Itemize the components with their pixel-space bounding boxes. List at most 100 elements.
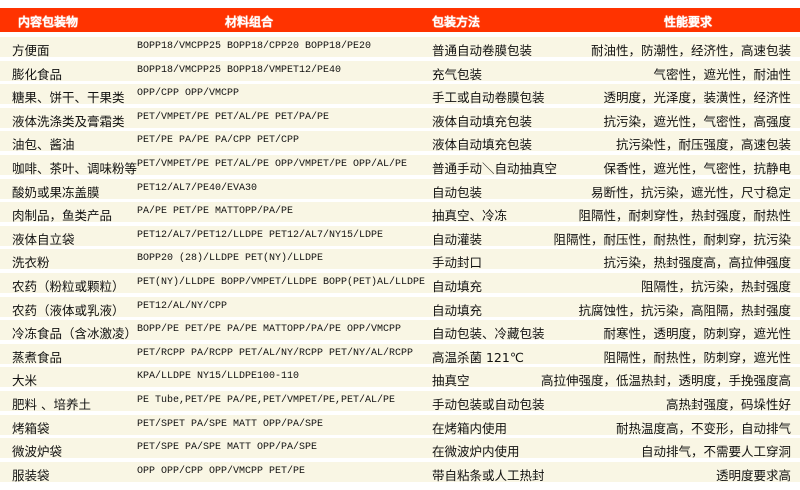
cell-performance: 透明度，光泽度，装潢性，经济性 [603,90,791,106]
cell-method: 普通手动＼自动抽真空 [432,160,558,176]
table-row: 肥料 、培养土 PE Tube,PET/PE PA/PE,PET/VMPET/PE… [0,390,800,412]
cell-product: 大米 [12,373,38,389]
cell-material: PET(NY)/LLDPE BOPP/VMPET/LLDPE BOPP(PET)… [137,276,426,288]
cell-product: 方便面 [12,43,50,58]
cell-method: 抽真空、冷冻 [432,208,508,224]
cell-product: 液体自立袋 [12,231,75,247]
cell-product: 洗衣粉 [12,255,50,271]
cell-performance: 阻隔性，耐刺穿性，热封强度，耐热性 [578,208,791,224]
cell-material: PET/RCPP PA/RCPP PET/AL/NY/RCPP PET/NY/A… [137,347,414,359]
cell-performance: 高热封强度，码垛性好 [665,396,791,412]
cell-product: 肥料 、培养土 [12,396,91,412]
table-row: 洗衣粉 BOPP20 (28)/LLDPE PET(NY)/LLDPE 手动封口 抗污… [0,249,800,271]
table-row: 膨化食品 BOPP18/VMCPP25 BOPP18/VMPET12/PE40 充气… [0,60,800,82]
cell-method: 自动包装 [432,184,483,200]
cell-product: 液体洗涤类及膏霜类 [12,113,125,129]
cell-method: 自动填充 [432,278,483,294]
cell-material: OPP/CPP OPP/VMCPP [137,88,240,100]
table-row: 蒸煮食品 PET/RCPP PA/RCPP PET/AL/NY/RCPP PET/… [0,343,800,365]
cell-method: 手动封口 [432,255,483,271]
cell-method: 高温杀菌 121℃ [432,349,524,365]
table-row: 油包、酱油 PET/PE PA/PE PA/CPP PET/CPP 液体自动填充包装… [0,131,800,153]
cell-performance: 耐寒性，透明度，防刺穿，遮光性 [603,326,791,342]
cell-material: BOPP20 (28)/LLDPE PET(NY)/LLDPE [137,253,324,265]
cell-material: KPA/LLDPE NY15/LLDPE100-110 [137,371,300,383]
cell-method: 带自粘条或人工热封 [432,467,545,483]
cell-performance: 阻隔性，抗污染，热封强度 [640,278,791,294]
cell-product: 微波炉袋 [12,444,63,460]
cell-product: 咖啡、茶叶、调味粉等 [12,160,138,176]
cell-performance: 保香性，遮光性，气密性，抗静电 [603,160,791,176]
table-row: 服装袋 OPP OPP/CPP OPP/VMCPP PET/PE 带自粘条或人工热封… [0,461,800,483]
cell-performance: 自动排气，不需要人工穿洞 [640,444,791,460]
cell-product: 农药（液体或乳液） [12,302,125,318]
table-row: 微波炉袋 PET/SPE PA/SPE MATT OPP/PA/SPE 在微波炉内使… [0,438,800,460]
cell-method: 在微波炉内使用 [432,444,520,460]
cell-performance: 高拉伸强度，低温热封，透明度，手挽强度高 [540,373,791,389]
cell-performance: 抗腐蚀性，抗污染，高阻隔，热封强度 [578,302,791,318]
cell-material: BOPP18/VMCPP25 BOPP18/CPP20 BOPP18/PE20 [137,41,372,52]
cell-product: 烤箱袋 [12,420,50,436]
table-row: 咖啡、茶叶、调味粉等 PET/VMPET/PE PET/AL/PE OPP/VMP… [0,154,800,176]
cell-product: 冷冻食品（含冰激凌） [12,326,138,342]
cell-product: 酸奶或果冻盖膜 [12,184,100,200]
cell-material: PET12/AL/NY/CPP [137,300,228,312]
cell-performance: 阻隔性，耐压性，耐热性，耐刺穿，抗污染 [553,231,791,247]
cell-material: PET/PE PA/PE PA/CPP PET/CPP [137,135,300,147]
cell-material: PET/VMPET/PE PET/AL/PE OPP/VMPET/PE OPP/… [137,158,408,170]
table-row: 农药（液体或乳液） PET12/AL/NY/CPP 自动填充 抗腐蚀性，抗污染，高阻隔… [0,296,800,318]
table-row: 酸奶或果冻盖膜 PET12/AL7/PE40/EVA30 自动包装 易断性，抗污染，遮… [0,178,800,200]
cell-performance: 易断性，抗污染，遮光性，尺寸稳定 [590,184,791,200]
cell-method: 普通自动卷膜包装 [432,43,533,58]
cell-material: PET/SPE PA/SPE MATT OPP/PA/SPE [137,442,318,454]
cell-performance: 阻隔性，耐热性，防刺穿，遮光性 [603,349,791,365]
packaging-table: 内容包装物 材料组合 包装方法 性能要求 方便面 BOPP18/VMCPP25 B… [0,8,800,483]
cell-method: 液体自动填充包装 [432,137,533,153]
table-row: 肉制品，鱼类产品 PA/PE PET/PE MATTOPP/PA/PE 抽真空、冷冻… [0,202,800,224]
cell-material: OPP OPP/CPP OPP/VMCPP PET/PE [137,465,306,477]
cell-method: 在烤箱内使用 [432,420,508,436]
table-row: 烤箱袋 PET/SPET PA/SPE MATT OPP/PA/SPE 在烤箱内使用… [0,414,800,436]
cell-material: PE Tube,PET/PE PA/PE,PET/VMPET/PE,PET/AL… [137,394,396,406]
cell-method: 手工或自动卷膜包装 [432,90,545,106]
cell-method: 手动包装或自动包装 [432,396,545,412]
table-row: 冷冻食品（含冰激凌） BOPP/PE PET/PE PA/PE MATTOPP/P… [0,320,800,342]
cell-method: 充气包装 [432,66,483,82]
cell-method: 液体自动填充包装 [432,113,533,129]
cell-product: 油包、酱油 [12,137,75,153]
cell-material: PA/PE PET/PE MATTOPP/PA/PE [137,206,294,218]
cell-product: 蒸煮食品 [12,349,63,365]
table-row: 大米 KPA/LLDPE NY15/LLDPE100-110 抽真空 高拉伸强度，低温… [0,367,800,389]
cell-product: 肉制品，鱼类产品 [12,208,113,224]
table-row: 液体洗涤类及膏霜类 PET/VMPET/PE PET/AL/PE PET/PA/P… [0,107,800,129]
cell-material: PET12/AL7/PE40/EVA30 [137,182,258,194]
cell-product: 膨化食品 [12,66,63,82]
cell-material: PET12/AL7/PET12/LLDPE PET12/AL7/NY15/LDP… [137,229,384,241]
table-row: 糖果、饼干、干果类 OPP/CPP OPP/VMCPP 手工或自动卷膜包装 透明度，光… [0,84,800,106]
header-method: 包装方法 [432,15,481,29]
header-material: 材料组合 [225,15,274,29]
cell-performance: 耐油性，防潮性，经济性，高速包装 [590,43,791,58]
table-row: 方便面 BOPP18/VMCPP25 BOPP18/CPP20 BOPP18/PE… [0,37,800,58]
cell-method: 抽真空 [432,373,470,389]
cell-product: 农药（粉粒或颗粒） [12,278,125,294]
table-row: 农药（粉粒或颗粒） PET(NY)/LLDPE BOPP/VMPET/LLDPE … [0,272,800,294]
cell-method: 自动灌装 [432,231,483,247]
cell-performance: 耐热温度高，不变形，自动排气 [615,420,791,436]
header-product: 内容包装物 [18,15,79,29]
cell-material: PET/VMPET/PE PET/AL/PE PET/PA/PE [137,111,330,123]
cell-product: 糖果、饼干、干果类 [12,90,125,106]
cell-performance: 抗污染，热封强度高，高拉伸强度 [603,255,791,271]
cell-method: 自动填充 [432,302,483,318]
cell-performance: 气密性，遮光性，耐油性 [653,66,791,82]
cell-material: PET/SPET PA/SPE MATT OPP/PA/SPE [137,418,324,430]
cell-performance: 透明度要求高 [715,467,791,483]
cell-performance: 抗污染性，耐压强度，高速包装 [615,137,791,153]
cell-performance: 抗污染，遮光性，气密性，高强度 [603,113,791,129]
cell-method: 自动包装、冷藏包装 [432,326,545,342]
table-row: 液体自立袋 PET12/AL7/PET12/LLDPE PET12/AL7/NY1… [0,225,800,247]
cell-product: 服装袋 [12,467,50,483]
header-performance: 性能要求 [664,15,713,29]
table-header: 内容包装物 材料组合 包装方法 性能要求 [0,8,800,32]
cell-material: BOPP18/VMCPP25 BOPP18/VMPET12/PE40 [137,64,342,76]
